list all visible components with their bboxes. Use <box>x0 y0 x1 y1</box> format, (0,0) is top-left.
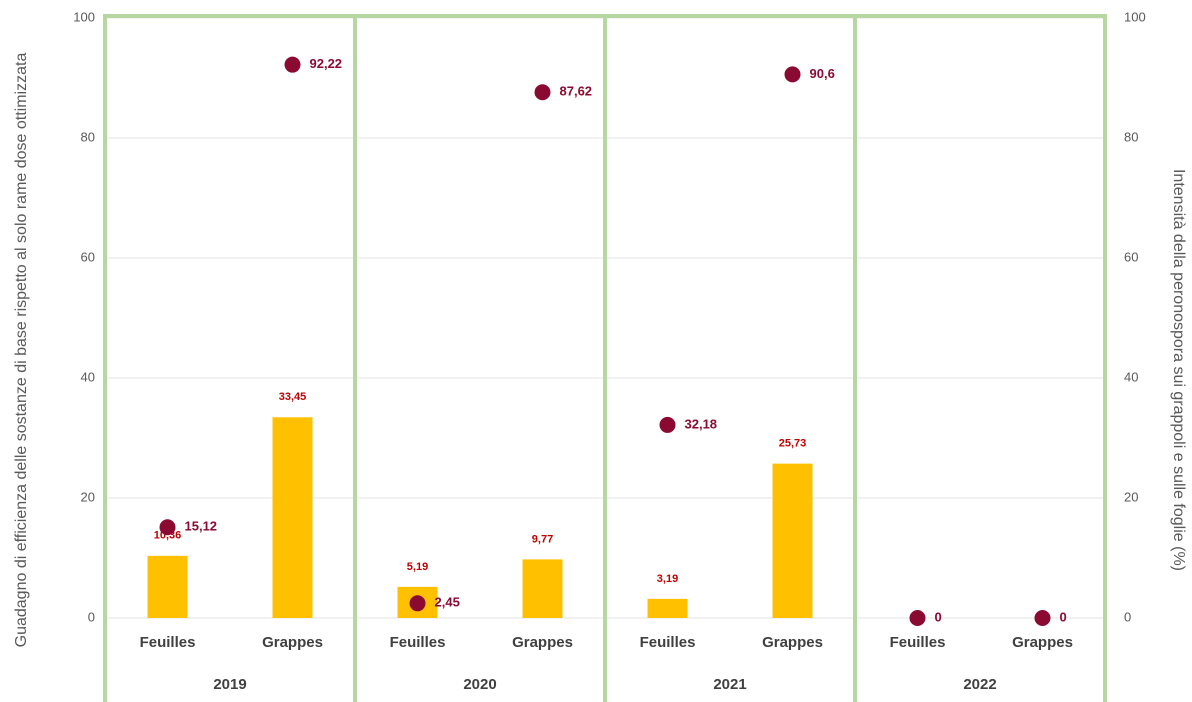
bar-value-label: 5,19 <box>407 561 428 573</box>
y-tick-label: 40 <box>81 369 95 384</box>
y-axis-title: Guadagno di efficienza delle sostanze di… <box>13 53 30 648</box>
bar-value-label: 9,77 <box>532 533 553 545</box>
y-tick-label: 0 <box>88 609 95 624</box>
point-value-label: 15,12 <box>185 519 218 534</box>
y2-tick-label: 100 <box>1124 9 1146 24</box>
bar-value-label: 33,45 <box>279 391 307 403</box>
y2-tick-label: 40 <box>1124 369 1138 384</box>
point <box>909 610 926 626</box>
y-tick-label: 80 <box>81 129 95 144</box>
bar <box>522 559 563 618</box>
group-label: 2022 <box>963 676 996 693</box>
bar-value-label: 25,73 <box>779 438 807 450</box>
point-value-label: 0 <box>1060 609 1067 624</box>
y-tick-label: 20 <box>81 489 95 504</box>
y2-tick-label: 80 <box>1124 129 1138 144</box>
y-tick-label: 100 <box>73 9 95 24</box>
bar-value-label: 3,19 <box>657 573 678 585</box>
point <box>1034 610 1051 626</box>
y2-tick-label: 20 <box>1124 489 1138 504</box>
point-value-label: 90,6 <box>810 66 835 81</box>
bar <box>647 598 688 618</box>
point <box>659 416 676 433</box>
x-tick-label: Grappes <box>512 634 573 651</box>
x-tick-label: Feuilles <box>640 634 696 651</box>
point-value-label: 32,18 <box>685 416 718 431</box>
point-value-label: 2,45 <box>435 595 460 610</box>
point-value-label: 92,22 <box>310 56 343 71</box>
point-value-label: 87,62 <box>560 84 593 99</box>
y-tick-label: 60 <box>81 249 95 264</box>
group-label: 2020 <box>463 676 496 693</box>
bar <box>772 463 813 618</box>
y2-tick-label: 60 <box>1124 249 1138 264</box>
bar <box>272 417 313 618</box>
x-tick-label: Feuilles <box>140 634 196 651</box>
bar <box>147 555 188 618</box>
point-value-label: 0 <box>935 609 942 624</box>
group-label: 2021 <box>713 676 746 693</box>
point <box>784 66 801 83</box>
x-tick-label: Feuilles <box>390 634 446 651</box>
point <box>159 519 176 536</box>
group-label: 2019 <box>213 676 246 693</box>
x-tick-label: Feuilles <box>890 634 946 651</box>
y2-axis-title: Intensità della peronospora sui grappoli… <box>1170 169 1187 571</box>
point <box>284 56 301 73</box>
x-tick-label: Grappes <box>762 634 823 651</box>
x-tick-label: Grappes <box>262 634 323 651</box>
y2-tick-label: 0 <box>1124 609 1131 624</box>
bar-value-label: 10,36 <box>154 530 182 542</box>
point <box>534 84 551 101</box>
x-tick-label: Grappes <box>1012 634 1073 651</box>
point <box>409 595 426 612</box>
